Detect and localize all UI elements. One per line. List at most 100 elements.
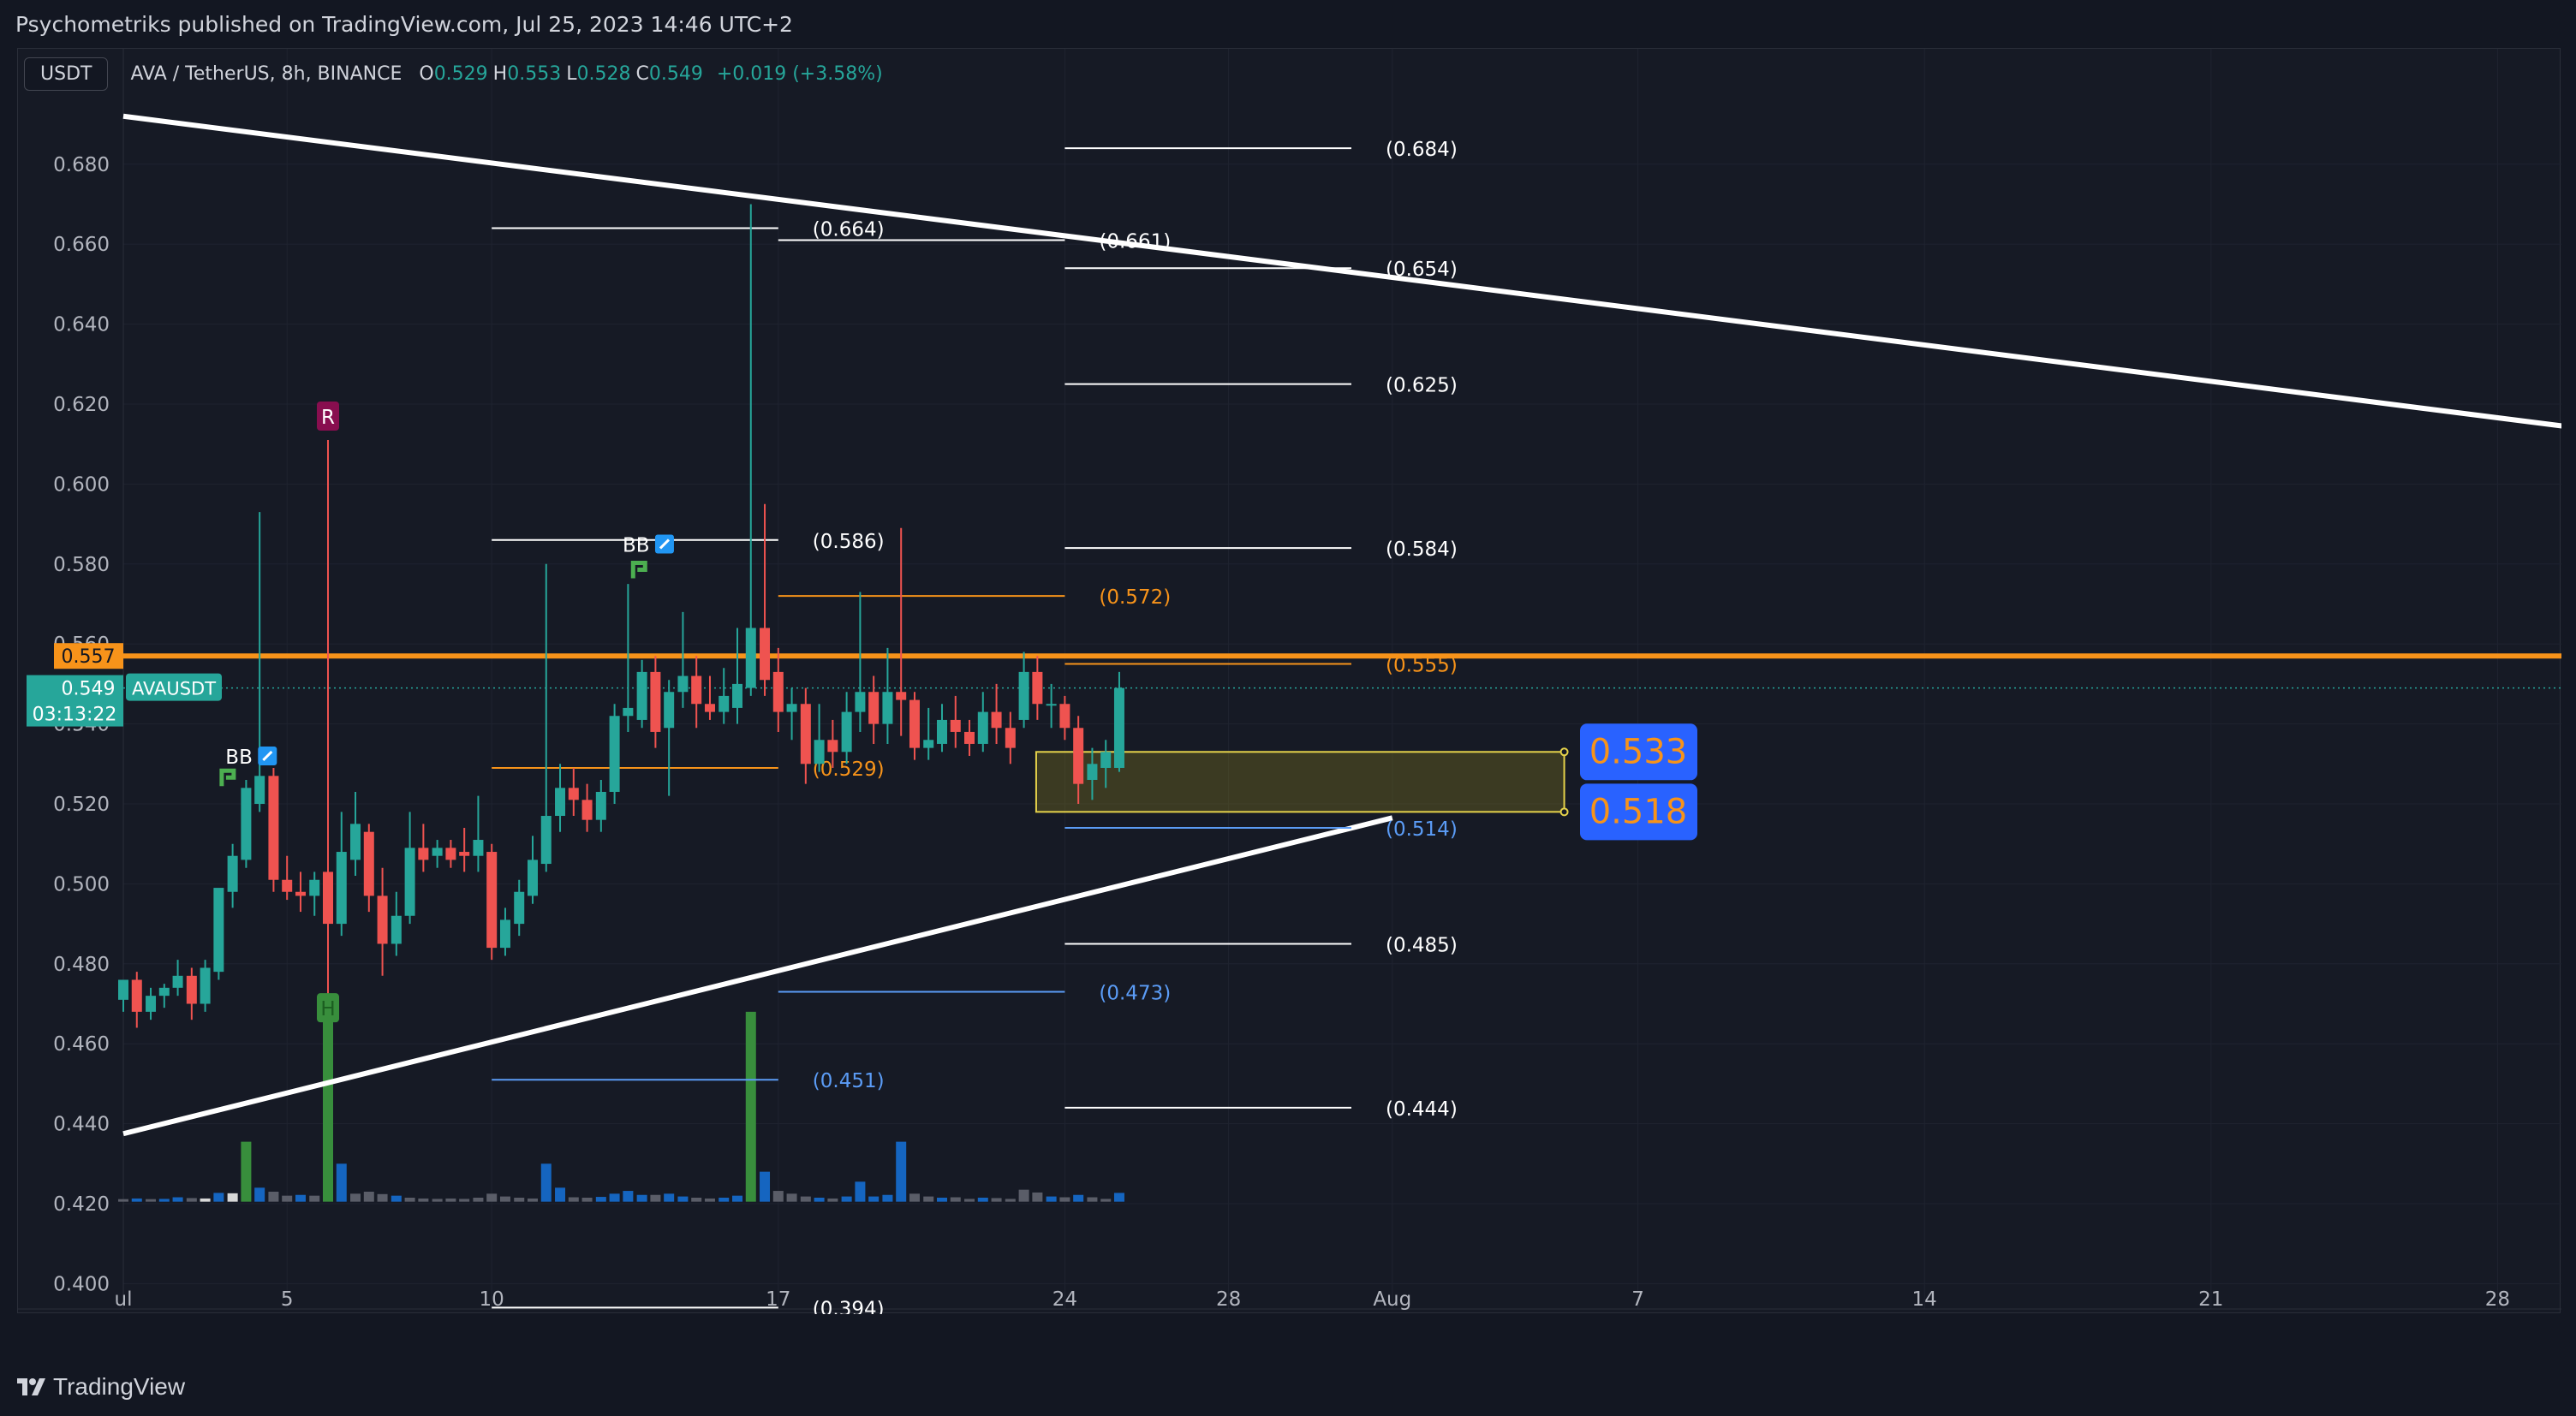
volume-bar [377, 1193, 388, 1202]
open-value: 0.529 [433, 62, 488, 85]
volume-bar [1059, 1197, 1070, 1202]
candle-body [772, 671, 784, 712]
symbol-tag-label: AVAUSDT [132, 679, 216, 699]
change-value: +0.019 (+3.58%) [716, 62, 883, 85]
candle-body [486, 852, 498, 949]
volume-bar [896, 1141, 907, 1202]
candle-body [200, 967, 211, 1004]
high-value: 0.553 [507, 62, 562, 85]
volume-bar [623, 1191, 634, 1202]
candle-body [323, 872, 333, 925]
symbol-title[interactable]: AVA / TetherUS, 8h, BINANCE [130, 62, 402, 85]
volume-bar [350, 1193, 361, 1202]
volume-bar [581, 1197, 593, 1202]
y-tick-label: 0.580 [53, 554, 110, 576]
candle-body [158, 987, 170, 997]
close-value: 0.549 [648, 62, 703, 85]
volume-bar [814, 1197, 825, 1202]
y-tick-label: 0.680 [53, 154, 110, 176]
volume-bar [118, 1199, 128, 1202]
level-label: (0.586) [813, 531, 885, 553]
trendline-upper-resistance [122, 113, 2561, 429]
volume-bar [186, 1198, 197, 1202]
flag-icon [219, 768, 236, 787]
currency-button[interactable]: USDT [24, 57, 109, 91]
candle-body [1046, 704, 1057, 706]
volume-bar [841, 1196, 852, 1202]
volume-bar [336, 1163, 347, 1202]
level-label: (0.664) [813, 219, 885, 241]
last-price-countdown: 03:13:22 [33, 705, 117, 726]
candle-body [540, 816, 552, 865]
level-label: (0.451) [813, 1070, 885, 1092]
candle-body [146, 996, 157, 1012]
candle-body [227, 855, 238, 892]
candle-body [473, 840, 484, 856]
grid-lines [122, 49, 2561, 1309]
high-label: H [492, 62, 508, 85]
candle-body [664, 692, 675, 729]
chart-pane[interactable]: 0.6800.6600.6400.6200.6000.5800.5600.540… [17, 48, 2561, 1314]
candle-body [868, 692, 880, 724]
level-label: (0.684) [1386, 139, 1458, 161]
volume-bar [445, 1198, 456, 1202]
y-tick-label: 0.520 [53, 794, 110, 816]
volume-bar [991, 1198, 1002, 1202]
volume-bar [158, 1199, 170, 1202]
y-tick-label: 0.620 [53, 394, 110, 416]
level-label: (0.625) [1386, 375, 1458, 397]
x-tick-label: 21 [2198, 1288, 2223, 1311]
x-tick-label: 28 [1216, 1288, 1241, 1311]
candle-body [1018, 671, 1029, 720]
level-label: (0.485) [1386, 934, 1458, 956]
trendline-lower-support [122, 815, 1393, 1137]
volume-bar [1018, 1189, 1029, 1202]
candle-body [568, 788, 579, 800]
volume-bar [146, 1199, 157, 1202]
candle-body [1113, 687, 1124, 768]
candle-body [445, 848, 456, 860]
x-tick-label: 14 [1912, 1288, 1937, 1311]
price-chart[interactable]: 0.6800.6600.6400.6200.6000.5800.5600.540… [18, 49, 2561, 1314]
candle-body [581, 800, 593, 820]
publish-header: Psychometriks published on TradingView.c… [0, 0, 2576, 48]
candle-body [350, 824, 361, 860]
volume-bar [432, 1199, 443, 1202]
candle-body [309, 879, 320, 896]
y-tick-label: 0.440 [53, 1114, 110, 1136]
candle-body [555, 788, 566, 817]
volume-bar [772, 1191, 784, 1202]
candle-body [991, 711, 1002, 729]
bb-signal-label: BB [623, 534, 650, 556]
candle-body [363, 831, 374, 896]
candle-body [650, 671, 661, 732]
candle-body [937, 719, 947, 744]
symbol-legend: USDT AVA / TetherUS, 8h, BINANCE O 0.529… [24, 53, 883, 94]
candle-body [336, 852, 347, 925]
candle-body [595, 791, 606, 820]
candle-body [186, 975, 197, 1004]
volume-bar [213, 1193, 224, 1202]
x-tick-label: ul [115, 1288, 133, 1311]
candle-body [950, 719, 961, 732]
level-label: (0.572) [1099, 586, 1171, 609]
zone-top-badge [1580, 723, 1697, 781]
volume-bar [1032, 1192, 1043, 1202]
price-labels: 0.557 0.549 03:13:22 AVAUSDT [27, 643, 222, 727]
x-tick-label: 7 [1631, 1288, 1644, 1311]
x-axis: ul510172428Aug7142128Z [18, 1288, 2561, 1311]
volume-bar [391, 1195, 402, 1202]
volume-bar [486, 1193, 498, 1202]
volume-bar [282, 1195, 293, 1202]
candle-body [172, 975, 183, 988]
candle-body [882, 692, 893, 724]
candle-body [1073, 728, 1084, 784]
low-value: 0.528 [576, 62, 631, 85]
candle-body [923, 740, 934, 748]
volume-bar [227, 1193, 238, 1202]
tradingview-logo[interactable]: TradingView [15, 1373, 185, 1401]
candle-body [760, 628, 771, 681]
trendlines [122, 113, 2561, 1137]
candle-body [528, 860, 538, 896]
candle-body [254, 776, 265, 804]
